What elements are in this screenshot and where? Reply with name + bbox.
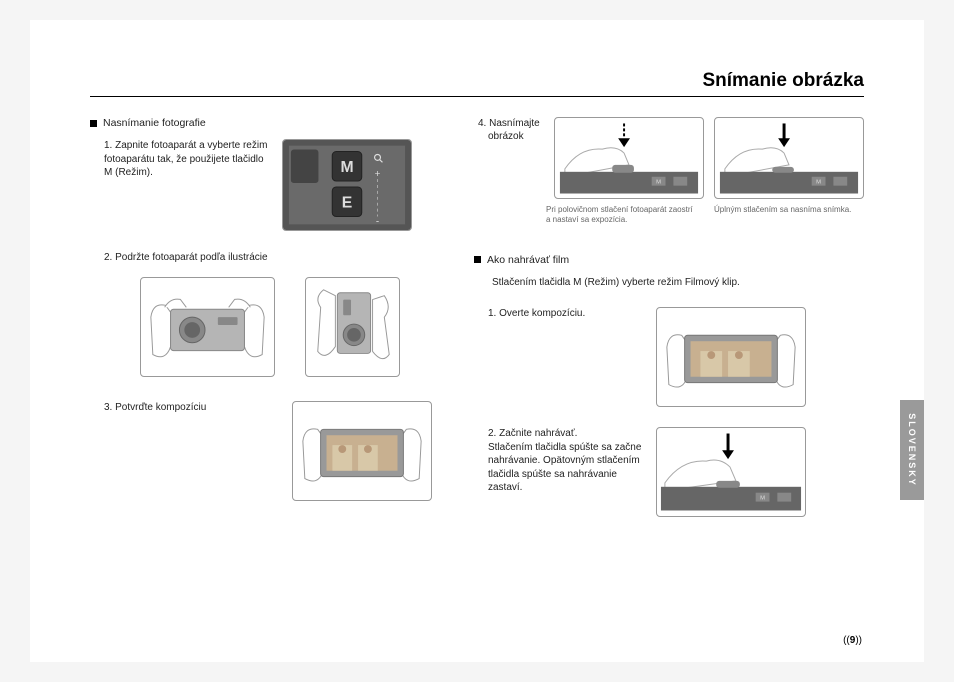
film-step-2-head: 2. Začnite nahrávať. [488,428,577,439]
caption-row: Pri polovičnom stlačení fotoaparát zaost… [474,205,864,226]
hold-camera-landscape-illustration [140,277,275,377]
step-2-text: 2. Podržte fotoaparát podľa ilustrácie [90,251,444,265]
step-4-row: 4. Nasnímajte obrázok M [474,117,864,199]
step-4-line-2: obrázok [478,131,524,142]
composition-illustration [292,401,432,501]
bracket-right-icon: )) [855,635,862,646]
step-2-illustrations [90,277,444,377]
section-header-photo: Nasnímanie fotografie [90,117,444,129]
section-label: Nasnímanie fotografie [103,117,206,129]
svg-text:-: - [376,216,379,227]
hold-camera-portrait-illustration [305,277,400,377]
half-press-caption: Pri polovičnom stlačení fotoaparát zaost… [546,205,696,226]
film-record-illustration: M [656,427,806,517]
step-1-text: 1. Zapnite fotoaparát a vyberte režim fo… [90,139,270,180]
square-bullet-icon [474,256,481,263]
content-columns: Nasnímanie fotografie 1. Zapnite fotoapa… [90,117,864,537]
step-1-row: 1. Zapnite fotoaparát a vyberte režim fo… [90,139,444,231]
camera-mode-illustration: M E + - [282,139,412,231]
title-bar: Snímanie obrázka [90,70,864,97]
section-label-film: Ako nahrávať film [487,254,569,266]
film-step-2-text: 2. Začnite nahrávať. Stlačením tlačidla … [474,427,644,495]
film-step-1-text: 1. Overte kompozíciu. [474,307,644,321]
half-press-illustration: M [554,117,704,199]
language-label: SLOVENSKY [907,413,917,487]
manual-page: Snímanie obrázka Nasnímanie fotografie 1… [30,20,924,662]
language-tab: SLOVENSKY [900,400,924,500]
step-3-text: 3. Potvrďte kompozíciu [90,401,280,415]
section-header-film: Ako nahrávať film [474,254,864,266]
svg-text:M: M [340,159,353,176]
bracket-left-icon: (( [843,635,850,646]
right-column: 4. Nasnímajte obrázok M [474,117,864,537]
step-3-row: 3. Potvrďte kompozíciu [90,401,444,501]
film-step-2-body: Stlačením tlačidla spúšte sa začne nahrá… [488,442,641,494]
svg-text:E: E [342,195,353,212]
film-step-1-row: 1. Overte kompozíciu. [474,307,864,407]
page-title: Snímanie obrázka [90,70,864,92]
step-4-line-1: 4. Nasnímajte [478,118,540,129]
square-bullet-icon [90,120,97,127]
left-column: Nasnímanie fotografie 1. Zapnite fotoapa… [90,117,444,537]
svg-text:+: + [375,169,381,180]
full-press-caption: Úplným stlačením sa nasníma snímka. [714,205,864,226]
svg-text:M: M [656,180,661,186]
svg-text:M: M [816,180,821,186]
step-4-text: 4. Nasnímajte obrázok [474,117,544,143]
svg-text:M: M [760,496,765,502]
page-number: ((9)) [843,635,862,646]
film-composition-illustration [656,307,806,407]
full-press-illustration: M [714,117,864,199]
film-subline: Stlačením tlačidla M (Režim) vyberte rež… [474,276,864,290]
film-step-2-row: 2. Začnite nahrávať. Stlačením tlačidla … [474,427,864,517]
